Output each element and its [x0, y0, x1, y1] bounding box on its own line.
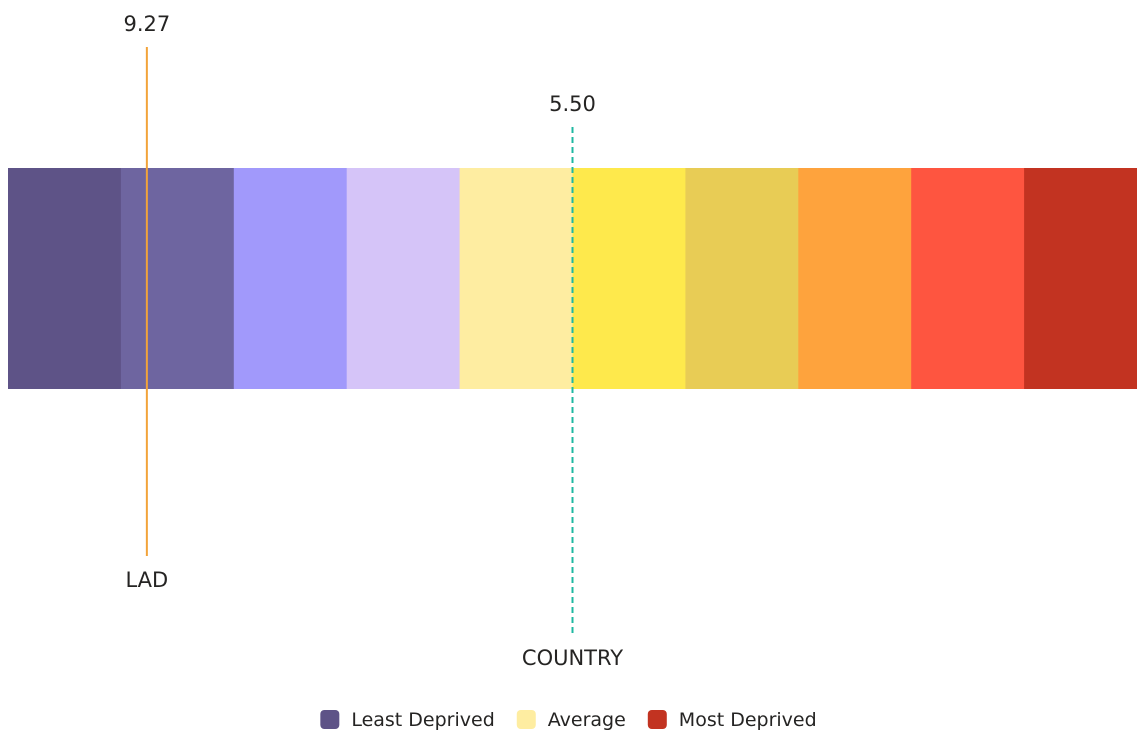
legend-label: Least Deprived — [351, 709, 494, 731]
marker-value-lad: 9.27 — [123, 12, 170, 36]
decile-band-2 — [911, 168, 1025, 389]
legend-item-least-deprived: Least Deprived — [320, 709, 495, 731]
decile-band-9 — [120, 168, 235, 389]
decile-band-10 — [8, 168, 122, 389]
legend-label: Most Deprived — [679, 709, 817, 731]
decile-band-6 — [459, 168, 573, 389]
marker-value-country: 5.50 — [549, 92, 596, 116]
legend-label: Average — [548, 709, 626, 731]
decile-band-1 — [1024, 168, 1137, 389]
legend-swatch — [320, 710, 340, 729]
decile-band-5 — [572, 168, 686, 389]
marker-country: 5.50 COUNTRY — [522, 92, 623, 670]
marker-lines: 9.27 LAD 5.50 COUNTRY — [123, 12, 623, 670]
legend-item-average: Average — [516, 709, 626, 731]
legend-item-most-deprived: Most Deprived — [647, 709, 817, 731]
legend-swatch — [516, 710, 536, 729]
legend: Least Deprived Average Most Deprived — [320, 709, 817, 731]
marker-label-country: COUNTRY — [522, 646, 623, 670]
decile-band-7 — [346, 168, 461, 389]
decile-bands — [8, 168, 1137, 389]
marker-lad: 9.27 LAD — [123, 12, 170, 592]
decile-band-8 — [233, 168, 348, 389]
decile-band-4 — [685, 168, 799, 389]
decile-band-3 — [798, 168, 912, 389]
legend-swatch — [647, 710, 667, 729]
marker-label-lad: LAD — [126, 568, 169, 592]
